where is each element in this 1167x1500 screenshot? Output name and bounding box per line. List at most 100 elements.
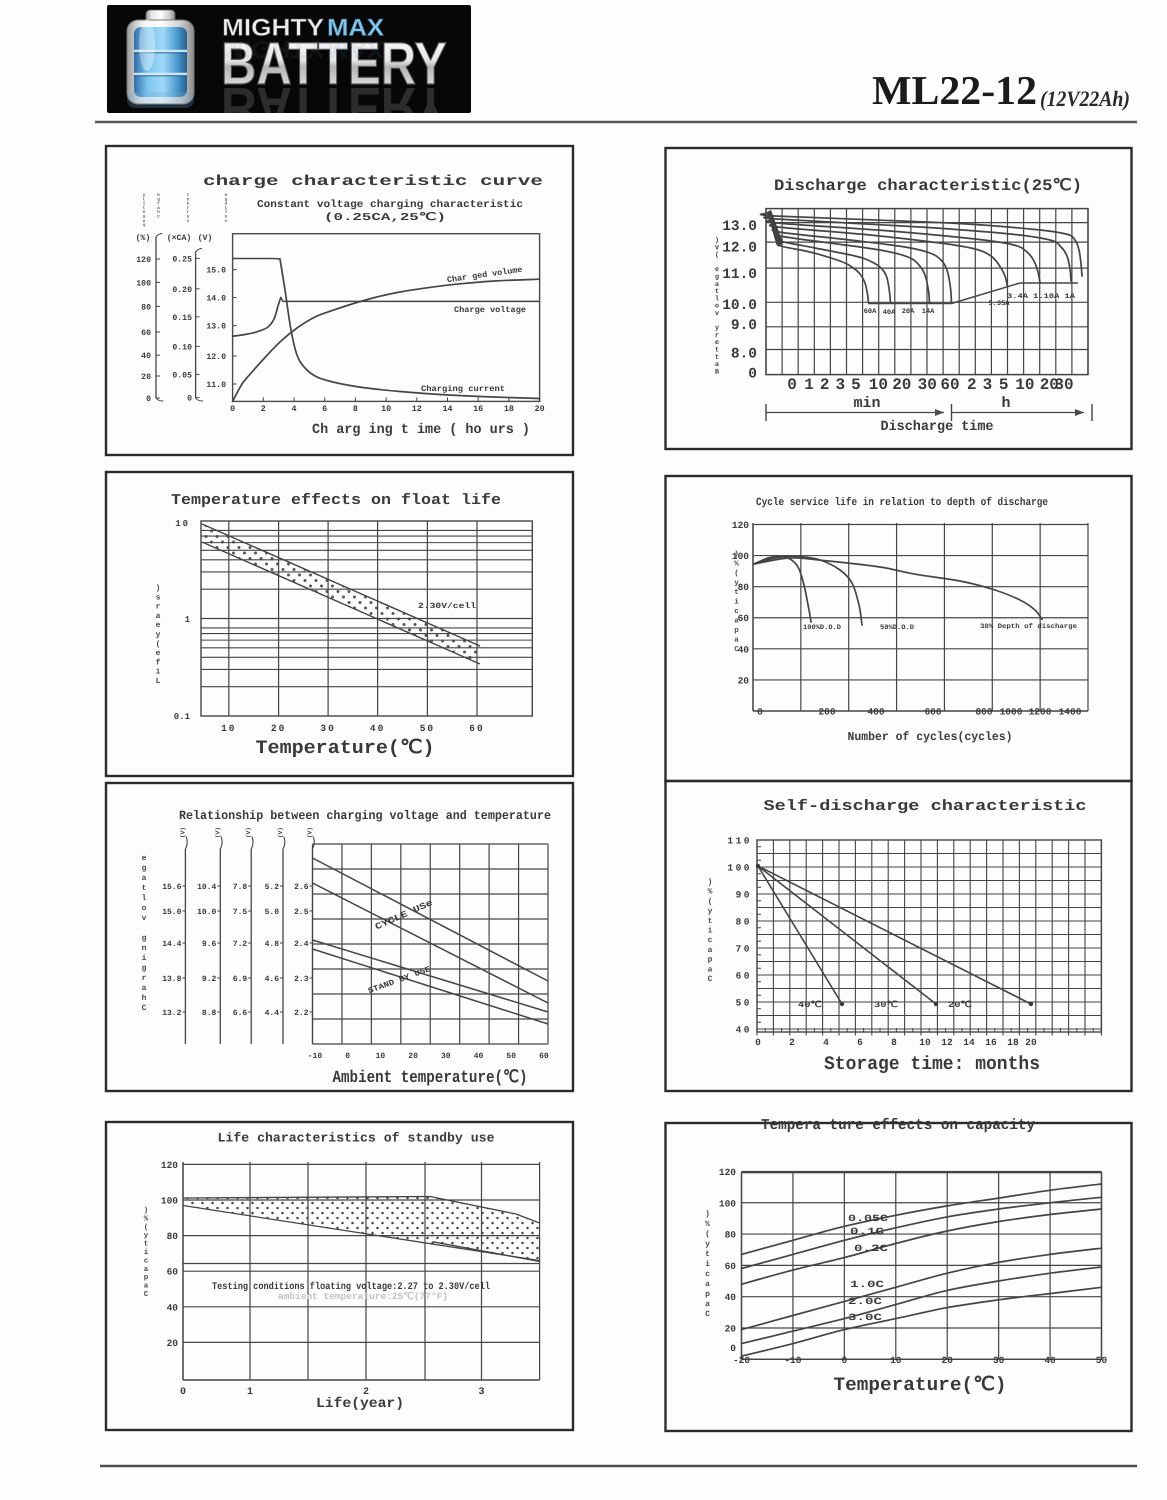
svg-text:2.5: 2.5 (294, 908, 309, 917)
svg-text:Life(year): Life(year) (316, 1396, 404, 1412)
svg-text:10: 10 (376, 1052, 386, 1061)
svg-text:charge characteristic curve: charge characteristic curve (203, 174, 543, 190)
svg-text:40: 40 (474, 1052, 484, 1061)
svg-text:7.5: 7.5 (233, 908, 248, 917)
svg-text:20A: 20A (902, 308, 915, 316)
svg-text:BATTERY: BATTERY (221, 75, 447, 142)
svg-text:BATTERY: BATTERY (221, 30, 447, 97)
svg-text:0.05C: 0.05C (848, 1213, 888, 1224)
svg-text:20: 20 (535, 404, 545, 414)
svg-text:200: 200 (818, 707, 835, 718)
svg-text:10.0: 10.0 (197, 908, 216, 917)
svg-text:1.0C: 1.0C (850, 1279, 884, 1290)
svg-text:(V): (V) (245, 827, 252, 838)
svg-text:50: 50 (420, 723, 435, 734)
svg-text:Charging current: Charging current (421, 384, 505, 394)
svg-text:0: 0 (842, 1355, 848, 1366)
svg-text:2: 2 (967, 376, 977, 394)
svg-text:2: 2 (261, 404, 266, 414)
svg-text:40: 40 (738, 644, 750, 655)
svg-text:10: 10 (221, 723, 236, 734)
svg-text:20: 20 (1040, 376, 1059, 394)
svg-text:100: 100 (719, 1198, 736, 1209)
svg-text:60: 60 (738, 613, 750, 624)
svg-text:4.4: 4.4 (265, 1009, 280, 1018)
svg-text:MIGHTY: MIGHTY (222, 15, 324, 42)
svg-text:0: 0 (187, 395, 192, 404)
svg-text:3.4A 1.10A 1A: 3.4A 1.10A 1A (1007, 293, 1076, 301)
svg-text:Constant voltage charging char: Constant voltage charging characteristic (257, 199, 523, 211)
svg-text:Discharge characteristic(25℃): Discharge characteristic(25℃) (774, 177, 1082, 195)
svg-text:16: 16 (473, 404, 483, 414)
svg-text:3: 3 (478, 1387, 484, 1398)
svg-text:10: 10 (869, 376, 888, 394)
svg-text:5.0: 5.0 (265, 908, 280, 917)
svg-text:40: 40 (736, 1025, 752, 1036)
svg-text:14.0: 14.0 (206, 295, 226, 304)
svg-text:40: 40 (370, 723, 385, 734)
svg-text:3: 3 (835, 376, 845, 394)
svg-text:40: 40 (167, 1302, 179, 1313)
svg-text:7.8: 7.8 (233, 883, 248, 892)
svg-text:13.2: 13.2 (162, 1009, 181, 1018)
svg-text:30: 30 (1054, 376, 1073, 394)
svg-text:50: 50 (1096, 1355, 1108, 1366)
svg-text:0: 0 (345, 1052, 350, 1061)
svg-text:80: 80 (736, 917, 752, 928)
svg-text:10: 10 (175, 519, 190, 529)
svg-text:(V): (V) (179, 827, 186, 838)
svg-text:10: 10 (919, 1037, 931, 1048)
svg-text:30% Depth of discharge: 30% Depth of discharge (980, 622, 1077, 631)
svg-text:(0.25CA,25℃): (0.25CA,25℃) (324, 211, 446, 224)
svg-text:Relationship between charging: Relationship between charging voltage an… (179, 809, 551, 823)
svg-text:90: 90 (736, 890, 752, 901)
svg-text:ambient temperature:25℃(77°F): ambient temperature:25℃(77°F) (278, 1291, 448, 1302)
svg-text:0.20: 0.20 (172, 286, 192, 295)
svg-text:Storage time: months: Storage time: months (824, 1053, 1040, 1075)
svg-text:14: 14 (442, 404, 452, 414)
svg-text:100: 100 (161, 1196, 178, 1207)
svg-text:100: 100 (136, 279, 151, 288)
svg-text:Self-discharge characteristic: Self-discharge characteristic (764, 798, 1087, 815)
svg-text:80: 80 (167, 1231, 179, 1242)
svg-text:0.1C: 0.1C (850, 1226, 884, 1237)
svg-text:16: 16 (985, 1037, 997, 1048)
svg-text:12.0: 12.0 (206, 353, 226, 362)
svg-text:0.15: 0.15 (172, 314, 192, 323)
svg-text:(V): (V) (214, 827, 221, 838)
svg-text:18: 18 (504, 404, 514, 414)
svg-text:8.8: 8.8 (202, 1009, 217, 1018)
svg-text:40A: 40A (883, 309, 896, 317)
svg-text:15.0: 15.0 (206, 267, 226, 276)
svg-text:(×CA): (×CA) (167, 234, 192, 243)
svg-text:10.0: 10.0 (722, 298, 757, 314)
svg-text:-10: -10 (784, 1355, 801, 1366)
svg-text:40: 40 (141, 352, 151, 361)
svg-text:1200: 1200 (1029, 707, 1052, 718)
svg-text:0: 0 (730, 1343, 736, 1354)
svg-text:30: 30 (993, 1355, 1005, 1366)
svg-text:100: 100 (732, 551, 749, 562)
svg-text:60: 60 (539, 1052, 549, 1061)
svg-text:-10: -10 (308, 1052, 323, 1061)
svg-text:13.8: 13.8 (162, 975, 181, 984)
svg-text:20: 20 (167, 1338, 179, 1349)
svg-text:1: 1 (185, 615, 191, 625)
svg-text:40: 40 (725, 1292, 737, 1303)
svg-text:6.6: 6.6 (233, 1009, 248, 1018)
svg-text:9.6: 9.6 (202, 940, 217, 949)
svg-text:0: 0 (146, 395, 151, 404)
svg-text:2.3: 2.3 (294, 975, 309, 984)
svg-text:1000: 1000 (1000, 707, 1023, 718)
svg-text:Temperature(℃): Temperature(℃) (834, 1374, 1007, 1396)
svg-text:18: 18 (1007, 1037, 1019, 1048)
svg-text:Temperature(℃): Temperature(℃) (256, 737, 435, 759)
svg-text:2: 2 (820, 376, 830, 394)
svg-text:Discharge time: Discharge time (881, 419, 994, 435)
svg-text:10: 10 (381, 404, 391, 414)
svg-text:40: 40 (1044, 1355, 1056, 1366)
